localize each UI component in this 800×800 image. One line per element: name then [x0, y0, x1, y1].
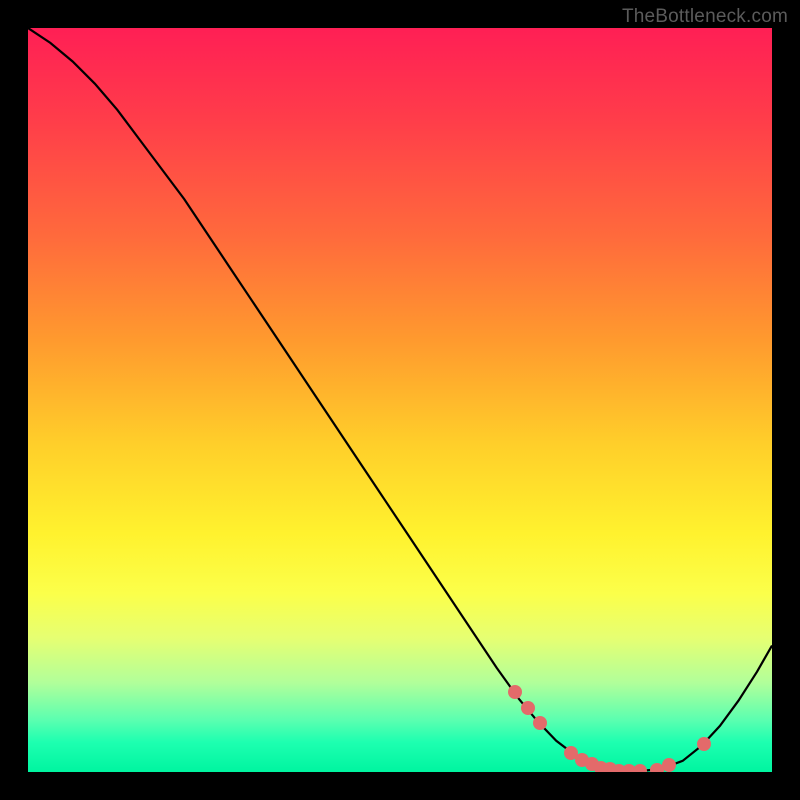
- highlight-dot: [521, 701, 535, 715]
- curve-svg: [28, 28, 772, 772]
- bottleneck-curve: [28, 28, 772, 771]
- highlight-dot: [508, 685, 522, 699]
- highlight-dot: [662, 758, 676, 772]
- plot-area: [28, 28, 772, 772]
- watermark-text: TheBottleneck.com: [622, 6, 788, 28]
- highlight-dot: [633, 764, 647, 772]
- highlight-dot: [533, 716, 547, 730]
- highlight-dot: [697, 737, 711, 751]
